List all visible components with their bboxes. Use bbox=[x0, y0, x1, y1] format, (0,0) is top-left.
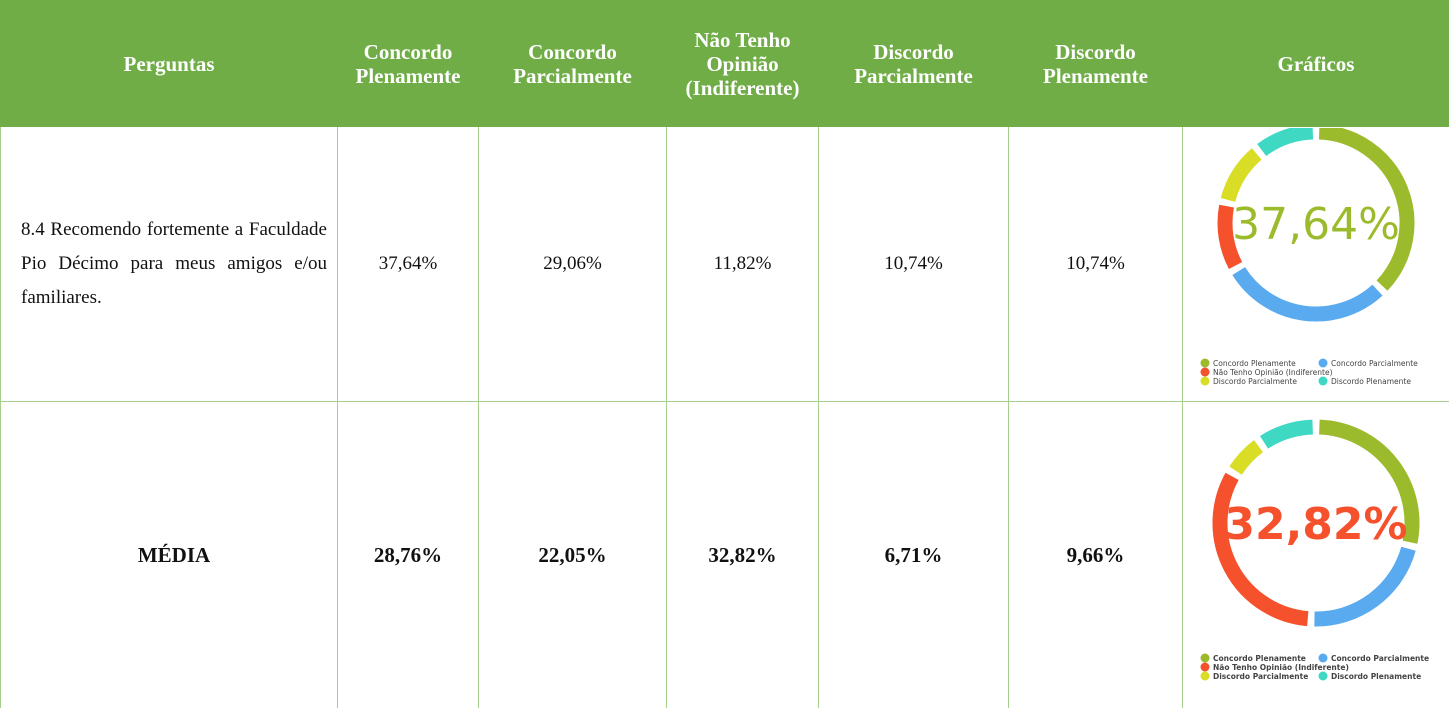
header-cell: Discordo Plenamente bbox=[1008, 0, 1183, 127]
value-cell: 10,74% bbox=[818, 126, 1009, 402]
legend-label: Discordo Plenamente bbox=[1331, 377, 1411, 386]
legend-swatch bbox=[1200, 671, 1210, 680]
legend-label: Não Tenho Opinião (Indiferente) bbox=[1213, 368, 1333, 377]
header-cell: Perguntas bbox=[0, 0, 338, 127]
legend-label: Concordo Plenamente bbox=[1213, 359, 1296, 368]
legend-swatch bbox=[1318, 376, 1328, 385]
table-row: 8.4 Recomendo fortemente a Faculdade Pio… bbox=[0, 126, 1449, 402]
header-row: Perguntas Concordo Plenamente Concordo Par… bbox=[0, 0, 1449, 127]
value-cell: 11,82% bbox=[666, 126, 819, 402]
legend-swatch bbox=[1200, 653, 1210, 662]
donut-segment bbox=[1229, 439, 1264, 475]
value-cell: 37,64% bbox=[337, 126, 479, 402]
header-cell: Concordo Plenamente bbox=[337, 0, 479, 127]
header-cell: Gráficos bbox=[1182, 0, 1449, 127]
legend-label: Concordo Parcialmente bbox=[1331, 359, 1418, 368]
question-cell: MÉDIA bbox=[0, 401, 338, 708]
legend-label: Concordo Parcialmente bbox=[1331, 654, 1429, 663]
donut-chart: 37,64% Concordo Plenamente Concordo Parcia… bbox=[1200, 127, 1418, 386]
legend-label: Não Tenho Opinião (Indiferente) bbox=[1213, 663, 1349, 672]
center-label: 32,82% bbox=[1224, 499, 1407, 550]
donut-segment bbox=[1232, 266, 1383, 321]
donut-chart: 32,82% Concordo Plenamente Concordo Parcia… bbox=[1200, 419, 1429, 681]
donut-segment bbox=[1217, 204, 1243, 269]
value-cell: 10,74% bbox=[1008, 126, 1183, 402]
header-cell: Concordo Parcialmente bbox=[478, 0, 667, 127]
value-cell: 6,71% bbox=[818, 401, 1009, 708]
donut-segment bbox=[1318, 419, 1420, 544]
donut-segment bbox=[1259, 419, 1314, 449]
value-cell: 28,76% bbox=[337, 401, 479, 708]
header-cell: Discordo Parcialmente bbox=[818, 0, 1009, 127]
table-row: MÉDIA 28,76% 22,05% 32,82% 6,71% 9,66% 32,82% C… bbox=[0, 401, 1449, 708]
table-body: 8.4 Recomendo fortemente a Faculdade Pio… bbox=[0, 126, 1449, 708]
legend-swatch bbox=[1200, 376, 1210, 385]
legend-label: Discordo Plenamente bbox=[1331, 672, 1421, 681]
value-cell: 32,82% bbox=[666, 401, 819, 708]
chart-cell: 32,82% Concordo Plenamente Concordo Parcia… bbox=[1182, 401, 1449, 708]
center-label: 37,64% bbox=[1232, 199, 1400, 250]
value-cell: 29,06% bbox=[478, 126, 667, 402]
question-cell: 8.4 Recomendo fortemente a Faculdade Pio… bbox=[0, 126, 338, 402]
value-cell: 9,66% bbox=[1008, 401, 1183, 708]
donut-segment bbox=[1257, 127, 1314, 156]
donut-segment bbox=[1314, 546, 1416, 626]
legend-label: Concordo Plenamente bbox=[1213, 654, 1306, 663]
legend-label: Discordo Parcialmente bbox=[1213, 377, 1297, 386]
value-cell: 22,05% bbox=[478, 401, 667, 708]
chart-cell: 37,64% Concordo Plenamente Concordo Parcia… bbox=[1182, 126, 1449, 402]
legend-swatch bbox=[1318, 671, 1328, 680]
donut-segment bbox=[1212, 472, 1309, 626]
donut-segment bbox=[1220, 147, 1262, 202]
legend-swatch bbox=[1200, 367, 1210, 376]
legend-label: Discordo Parcialmente bbox=[1213, 672, 1308, 681]
legend-swatch bbox=[1200, 358, 1210, 367]
legend-swatch bbox=[1318, 358, 1328, 367]
donut-segment bbox=[1318, 127, 1415, 291]
legend-swatch bbox=[1318, 653, 1328, 662]
legend-swatch bbox=[1200, 662, 1210, 671]
header-cell: Não Tenho Opinião (Indiferente) bbox=[666, 0, 819, 127]
